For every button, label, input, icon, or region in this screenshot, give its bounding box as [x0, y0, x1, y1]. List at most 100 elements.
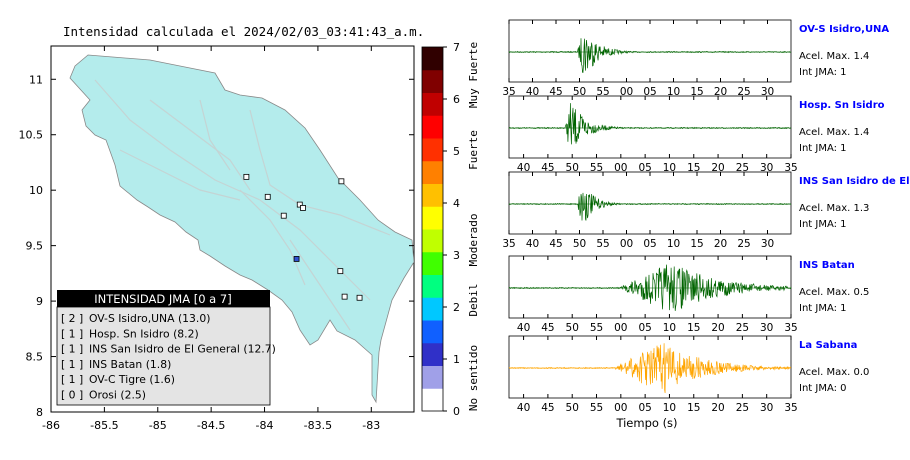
- map-x-axis: -86 -85.5 -85 -84.5 -84 -83.5 -83: [42, 46, 380, 432]
- waveform-x-tick-label: 35: [784, 322, 797, 334]
- legend-station: INS San Isidro de El General (12.7): [89, 343, 276, 356]
- colorbar-label: Debil: [467, 283, 480, 316]
- waveform-trace: [508, 38, 792, 73]
- legend-station: Hosp. Sn Isidro (8.2): [89, 327, 199, 340]
- station-name: OV-S Isidro,UNA: [799, 24, 889, 35]
- waveform-x-tick-label: 05: [638, 402, 651, 414]
- waveform-x-tick-label: 45: [541, 162, 554, 174]
- colorbar-segment: [422, 365, 443, 389]
- waveform-x-tick-label: 25: [736, 162, 749, 174]
- waveform-panel: 40 45 50 55 00 05 10 15 20 25 30 35 Hosp. Sn Isidro A…: [508, 95, 885, 174]
- station-marker: [293, 256, 300, 262]
- waveform-panels: 35 40 45 50 55 00 05 10 15 20 25 30 OV-S Isidro,UNA A…: [502, 19, 910, 430]
- station-marker: [341, 293, 348, 300]
- colorbar-label: Muy Fuerte: [467, 42, 480, 108]
- legend-station: OV-C Tigre (1.6): [89, 373, 175, 386]
- station-accel: Acel. Max. 0.0: [799, 367, 869, 378]
- colorbar-segment: [422, 69, 443, 93]
- waveform-x-tick-label: 40: [517, 402, 530, 414]
- waveform-x-tick-label: 35: [502, 238, 515, 250]
- legend-level: [ 1 ]: [61, 327, 83, 340]
- waveform-x-tick-label: 30: [761, 86, 774, 98]
- waveform-trace: [508, 192, 792, 221]
- colorbar-segment: [422, 115, 443, 139]
- station-marker: [264, 193, 271, 200]
- map-x-tick-label: -85.5: [90, 419, 118, 432]
- station-accel: Acel. Max. 1.3: [799, 203, 869, 214]
- waveform-x-tick-label: 25: [737, 238, 750, 250]
- legend-station: OV-S Isidro,UNA (13.0): [89, 312, 210, 325]
- colorbar-segment: [422, 388, 443, 412]
- waveform-x-tick-label: 30: [761, 238, 774, 250]
- waveform-x-label: Tiempo (s): [615, 416, 677, 430]
- waveform-x-tick-label: 10: [667, 238, 680, 250]
- costa-rica-landmass: [69, 54, 414, 404]
- legend-level: [ 2 ]: [61, 312, 83, 325]
- waveform-panel: 40 45 50 55 00 05 10 15 20 25 30 35 La Sabana Acel. M…: [508, 335, 869, 430]
- colorbar-tick-label: 6: [453, 93, 460, 106]
- colorbar-label: Fuerte: [467, 130, 480, 170]
- legend-level: [ 1 ]: [61, 358, 83, 371]
- colorbar-tick-label: 1: [453, 353, 460, 366]
- waveform-x-tick-label: 45: [549, 86, 562, 98]
- waveform-x-tick-label: 50: [573, 238, 586, 250]
- waveform-x-tick-label: 30: [760, 402, 773, 414]
- waveform-x-tick-label: 15: [690, 238, 703, 250]
- legend-title: INTENSIDAD JMA [0 a 7]: [94, 292, 231, 306]
- map-x-tick-label: -84: [256, 419, 274, 432]
- map-title: Intensidad calculada el 2024/02/03_03:41…: [63, 24, 424, 39]
- map-x-tick-label: -86: [42, 419, 60, 432]
- legend-level: [ 1 ]: [61, 343, 83, 356]
- colorbar-tick-label: 0: [453, 405, 460, 418]
- waveform-x-tick-label: 40: [517, 322, 530, 334]
- waveform-x-tick-label: 40: [517, 162, 530, 174]
- waveform-x-tick-label: 55: [596, 238, 609, 250]
- colorbar-segment: [422, 160, 443, 184]
- waveform-x-tick-label: 20: [714, 86, 727, 98]
- colorbar-tick-label: 2: [453, 301, 460, 314]
- station-name: INS San Isidro de El Ge: [799, 176, 910, 187]
- station-marker: [243, 173, 250, 180]
- waveform-x-tick-label: 15: [687, 402, 700, 414]
- waveform-x-tick-label: 35: [784, 402, 797, 414]
- waveform-x-tick-label: 05: [638, 322, 651, 334]
- station-jma: Int JMA: 1: [799, 303, 847, 314]
- waveform-x-tick-label: 15: [687, 322, 700, 334]
- waveform-x-tick-label: 15: [690, 86, 703, 98]
- map-x-tick-label: -83: [362, 419, 380, 432]
- map-y-tick-label: 9.5: [26, 240, 44, 253]
- waveform-x-tick-label: 00: [620, 86, 633, 98]
- colorbar-segment: [422, 138, 443, 162]
- colorbar-tick-label: 4: [453, 197, 460, 210]
- colorbar-segment: [422, 342, 443, 366]
- map-y-tick-label: 10: [29, 184, 43, 197]
- colorbar-tick-label: 7: [453, 41, 460, 54]
- map-x-tick-label: -84.5: [197, 419, 225, 432]
- station-marker: [300, 205, 306, 211]
- station-accel: Acel. Max. 1.4: [799, 127, 869, 138]
- waveform-x-tick-label: 10: [663, 162, 676, 174]
- waveform-x-tick-label: 45: [549, 238, 562, 250]
- legend-station: Orosi (2.5): [89, 389, 146, 402]
- waveform-x-tick-label: 55: [590, 162, 603, 174]
- waveform-x-tick-label: 05: [638, 162, 651, 174]
- waveform-x-tick-label: 35: [784, 162, 797, 174]
- station-jma: Int JMA: 1: [799, 219, 847, 230]
- map-y-tick-label: 11: [29, 73, 43, 86]
- map-y-axis: 11 10.5 10 9.5 9 8.5 8: [19, 73, 414, 419]
- map-x-tick-label: -85: [149, 419, 167, 432]
- waveform-x-tick-label: 20: [714, 238, 727, 250]
- waveform-x-tick-label: 25: [737, 86, 750, 98]
- waveform-x-tick-label: 00: [614, 162, 627, 174]
- waveform-x-tick-label: 55: [596, 86, 609, 98]
- waveform-x-tick-label: 20: [711, 162, 724, 174]
- waveform-x-tick-label: 45: [541, 402, 554, 414]
- waveform-x-tick-label: 50: [566, 162, 579, 174]
- colorbar-tick-label: 5: [453, 145, 460, 158]
- waveform-x-tick-label: 20: [711, 322, 724, 334]
- station-jma: Int JMA: 0: [799, 383, 847, 394]
- station-name: Hosp. Sn Isidro: [799, 100, 885, 111]
- waveform-x-tick-label: 40: [526, 86, 539, 98]
- waveform-trace: [508, 343, 792, 394]
